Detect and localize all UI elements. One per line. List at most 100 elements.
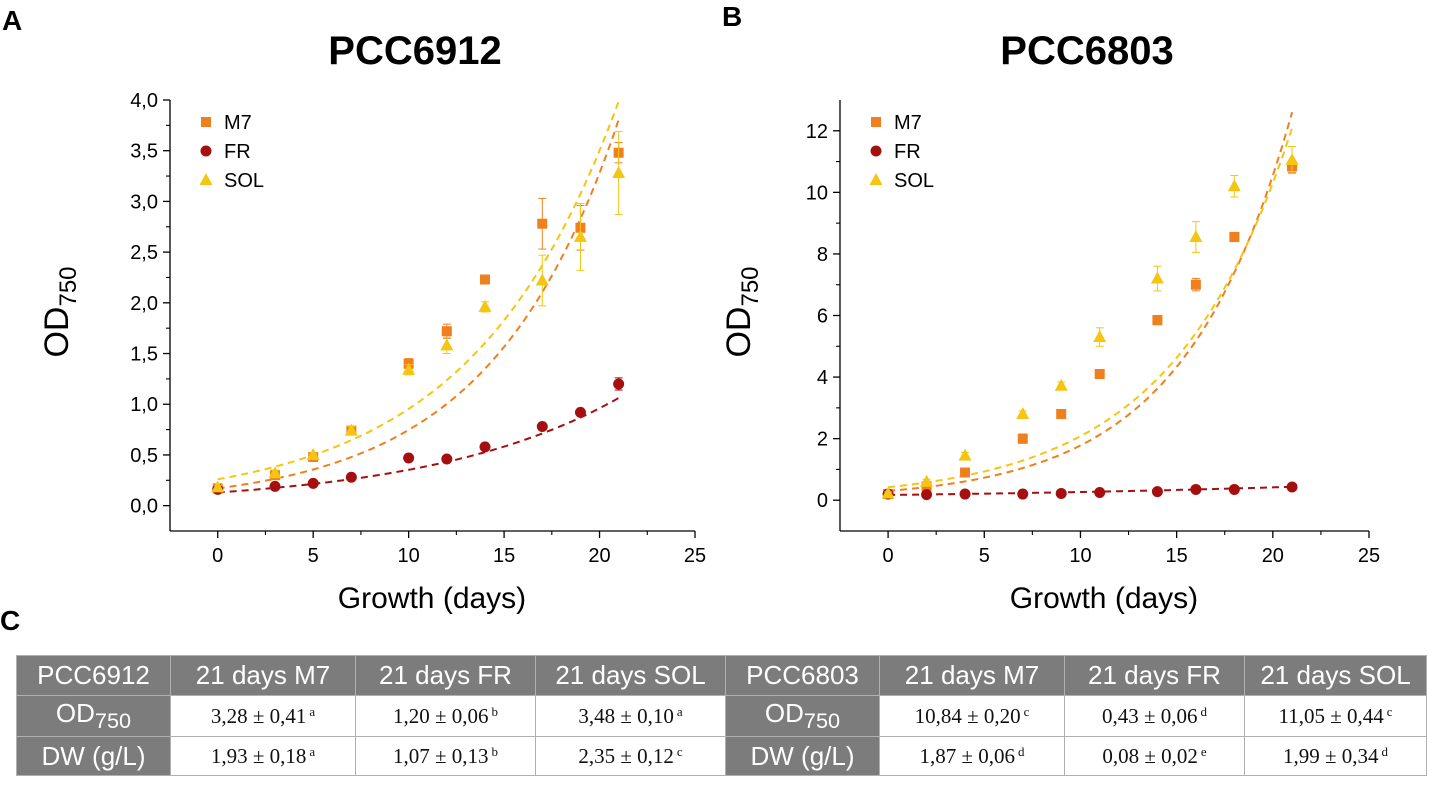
data-point-sol — [1285, 153, 1299, 166]
data-point-m7 — [441, 326, 452, 337]
significance-letter: e — [1200, 743, 1207, 759]
data-point-sol — [1054, 378, 1068, 391]
legend-label-sol: SOL — [894, 170, 934, 192]
od-label: OD — [55, 697, 95, 728]
data-point-sol — [344, 423, 358, 436]
x-axis-label: Growth (days) — [1010, 582, 1198, 615]
fit-line-m7 — [888, 111, 1294, 492]
y-tick-label: 6 — [817, 306, 828, 328]
header-m7-left: 21 days M7 — [170, 655, 356, 696]
data-point-fr — [1055, 487, 1067, 499]
header-strain-pcc6912: PCC6912 — [16, 655, 171, 696]
significance-letter: a — [309, 703, 316, 719]
data-point-sol — [920, 474, 934, 487]
data-point-m7 — [480, 274, 490, 285]
fit-line-sol — [887, 127, 1294, 489]
row-label-od-right: OD750 — [725, 695, 880, 737]
significance-letter: c — [676, 743, 683, 759]
header-fr-left: 21 days FR — [355, 655, 536, 696]
row-label-dw-right: DW (g/L) — [725, 736, 880, 776]
dw-fr-pcc6803: 0,08 ± 0,02 e — [1064, 736, 1245, 776]
data-point-sol — [1093, 330, 1107, 343]
significance-letter: c — [1023, 703, 1030, 719]
legend-label-m7: M7 — [224, 112, 252, 134]
cell-value: 0,08 ± 0,02 — [1102, 743, 1198, 768]
header-sol-right: 21 days SOL — [1244, 655, 1427, 696]
cell-value: 3,28 ± 0,41 — [210, 703, 307, 728]
x-tick-label: 25 — [684, 545, 706, 567]
x-axis-label: Growth (days) — [338, 582, 526, 615]
fit-line-m7 — [217, 119, 620, 490]
data-point-m7 — [1152, 315, 1163, 326]
table-header-row: PCC6912 21 days M7 21 days FR 21 days SO… — [16, 655, 1427, 696]
significance-letter: c — [1386, 703, 1393, 719]
y-tick-label: 3,0 — [130, 191, 158, 213]
x-tick-label: 10 — [398, 545, 420, 567]
data-point-fr — [1286, 481, 1298, 493]
data-point-fr — [574, 406, 586, 418]
significance-letter: d — [1018, 743, 1025, 759]
legend-marker-sol — [199, 173, 213, 185]
x-tick-label: 0 — [212, 545, 223, 567]
data-point-fr — [613, 378, 625, 390]
plot-area: 0 5 10 15 20 25 0 2 4 6 8 10 12 M7 FR SOL — [806, 100, 1380, 567]
data-point-sol — [612, 166, 626, 179]
plot-area: 0 5 10 15 20 25 0,0 0,5 1,0 1,5 2,0 2,5 3,0 3,5 4,0 M7 F… — [130, 90, 706, 567]
chart-pcc6803: PCC6803 Growth (days) OD750 0 5 10 15 20 25 0 2… — [720, 29, 1380, 615]
x-tick-label: 15 — [1166, 545, 1188, 567]
data-point-sol — [402, 362, 416, 375]
figure: A B C PCC6912 Growth (days) OD750 0 5 10 15… — [0, 1, 1380, 636]
dw-sol-pcc6912: 2,35 ± 0,12 c — [535, 736, 726, 776]
data-point-fr — [1094, 487, 1106, 499]
data-point-sol — [1150, 271, 1164, 284]
cell-value: 3,48 ± 0,10 — [578, 703, 674, 728]
legend-label-fr: FR — [894, 141, 921, 163]
data-point-m7 — [1190, 279, 1201, 290]
chart-title: PCC6912 — [328, 29, 501, 73]
y-axis-label: OD750 — [38, 266, 82, 357]
data-point-sol — [958, 448, 972, 461]
panel-label-b: B — [722, 1, 742, 32]
y-tick-label: 2,0 — [130, 293, 158, 315]
data-point-sol — [440, 338, 454, 351]
y-tick-label: 0,5 — [130, 445, 158, 467]
x-tick-label: 5 — [979, 545, 990, 567]
data-point-sol — [211, 480, 225, 493]
legend-label-fr: FR — [224, 141, 251, 163]
legend-label-m7: M7 — [894, 112, 922, 134]
od-sol-pcc6912: 3,48 ± 0,10 a — [535, 695, 726, 737]
data-point-sol — [1227, 179, 1241, 192]
od-label-sub: 750 — [94, 708, 132, 734]
panel-label-a: A — [2, 5, 22, 36]
data-point-fr — [441, 453, 453, 465]
significance-letter: a — [676, 703, 683, 719]
significance-letter: b — [491, 743, 499, 759]
legend-marker-m7 — [871, 117, 881, 127]
dw-fr-pcc6912: 1,07 ± 0,13 b — [355, 736, 536, 776]
y-tick-label: 2 — [817, 429, 828, 451]
fit-line-sol — [217, 101, 620, 481]
data-point-m7 — [960, 467, 971, 478]
significance-letter: b — [491, 703, 499, 719]
data-point-fr — [536, 421, 548, 433]
data-point-fr — [269, 480, 281, 492]
cell-value: 11,05 ± 0,44 — [1278, 703, 1384, 728]
table-row-od: OD750 3,28 ± 0,41 a 1,20 ± 0,06 b 3,48 ± 0… — [16, 695, 1427, 737]
y-tick-label: 3,5 — [130, 141, 158, 163]
x-tick-label: 5 — [308, 545, 319, 567]
data-point-fr — [1190, 483, 1202, 495]
legend-label-sol: SOL — [224, 170, 264, 192]
data-point-fr — [959, 488, 971, 500]
data-point-sol — [306, 447, 320, 460]
y-tick-label: 0,0 — [130, 496, 158, 518]
y-axis-label-main: OD — [720, 307, 758, 358]
fit-line-fr — [217, 397, 620, 494]
y-tick-label: 12 — [806, 121, 828, 143]
data-point-fr — [1017, 488, 1029, 500]
significance-letter: d — [1381, 743, 1389, 759]
data-point-sol — [573, 229, 587, 242]
x-tick-label: 10 — [1069, 545, 1091, 567]
data-point-sol — [1016, 407, 1030, 420]
row-label-od-left: OD750 — [16, 695, 171, 737]
cell-value: 1,20 ± 0,06 — [392, 703, 489, 728]
